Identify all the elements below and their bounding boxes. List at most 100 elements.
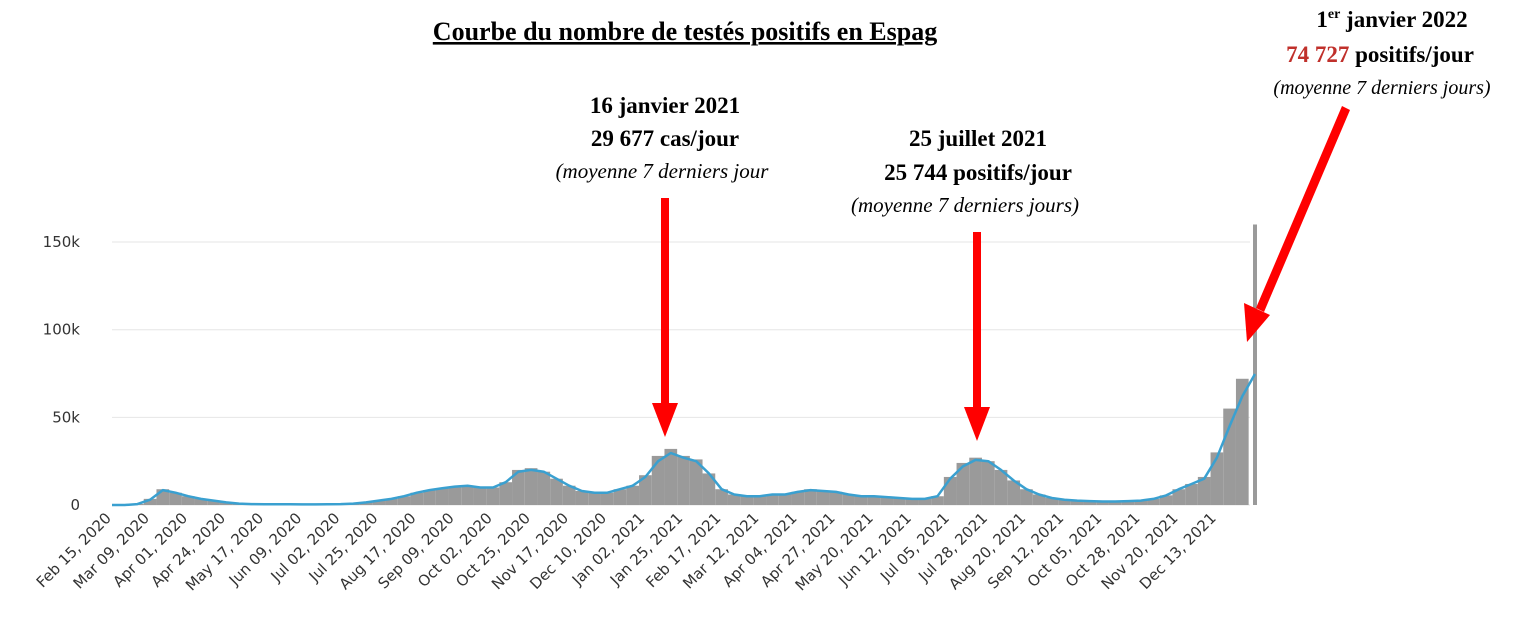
bar [842,494,855,505]
bar [1032,494,1046,505]
bar [1058,499,1071,505]
bar [981,461,995,505]
bar [575,490,589,505]
bar [943,476,957,505]
y-tick-label: 0 [70,496,80,514]
annotation-unit: positifs/jour [1349,42,1474,67]
bar [753,496,767,505]
bar [181,496,195,505]
arrow-head [964,407,990,441]
arrow-head [652,403,678,437]
bar [512,469,525,505]
bar [1172,489,1186,505]
bar [740,496,754,505]
annotation-date: 1er janvier 2022 [1316,7,1467,32]
avg-line [112,373,1257,507]
bar [385,498,398,505]
bar [1108,501,1122,505]
bar [816,490,830,505]
bar [473,487,487,505]
annotation-note: (moyenne 7 derniers jours) [851,193,1079,217]
bar [1185,483,1198,505]
bar [1045,497,1059,505]
bar [1083,501,1097,505]
bar [854,496,868,505]
bar [600,492,614,505]
bar [219,502,233,505]
bar [1134,500,1148,505]
bar [689,459,703,505]
bar [994,469,1008,505]
annotation-value: 25 744 positifs/jour [884,160,1072,185]
bar [956,462,970,505]
bar [372,500,386,505]
annotation-value: 29 677 cas/jour [591,126,739,151]
arrow-shaft [1256,106,1350,312]
annotation-date: 25 juillet 2021 [909,126,1047,151]
annotation-number: 74 727 [1286,42,1349,67]
bar [397,496,411,505]
bar [778,494,792,505]
bar [639,475,652,505]
bar [1147,498,1160,505]
bar [169,492,182,505]
annotation-note: (moyenne 7 derniers jour [556,159,770,183]
y-tick-label: 150k [43,233,81,251]
bar [461,485,474,505]
bar [194,498,208,505]
arrows [652,106,1350,441]
bar [766,494,779,505]
bar [537,471,551,505]
bar [1253,224,1257,505]
bar [931,496,944,505]
bar [651,455,665,505]
annotation-value: 74 727 positifs/jour [1286,42,1474,67]
bar [626,485,640,505]
annotation-rest: janvier 2022 [1340,7,1467,32]
bar [423,490,436,505]
annotation-sup: er [1328,7,1340,22]
bar [918,498,932,505]
bar [664,448,678,505]
annotation-date: 16 janvier 2021 [590,93,740,118]
bar [715,489,728,505]
bar [880,497,894,505]
chart-title: Courbe du nombre de testés positifs en E… [433,17,937,46]
bar [1235,378,1249,505]
bar [1096,501,1109,505]
bar [893,497,906,505]
bar [499,482,513,505]
bar [359,502,373,505]
arrow-shaft [661,198,669,403]
bar [486,487,500,505]
bar [448,486,462,505]
bar [867,496,881,505]
bar [550,478,563,505]
bar [1007,480,1021,505]
arrow-head [1244,303,1270,342]
bar [727,494,741,505]
bar [524,468,538,505]
bar [791,491,805,505]
bar [1159,495,1173,505]
bar [562,485,576,505]
bar [677,455,690,505]
bar [702,473,716,505]
bar [969,457,982,505]
bar [1070,500,1084,505]
bar [1020,489,1033,505]
bar [804,489,817,505]
y-tick-label: 50k [52,408,80,426]
bar [1197,476,1211,505]
bar [829,491,843,505]
annotation-day: 1 [1316,7,1328,32]
bar [905,498,919,505]
arrow-shaft [973,232,981,407]
annotation-note: (moyenne 7 derniers jours) [1273,77,1491,99]
bar [1210,452,1224,505]
bar [1121,501,1135,505]
bar [207,500,220,505]
bar [143,498,157,505]
